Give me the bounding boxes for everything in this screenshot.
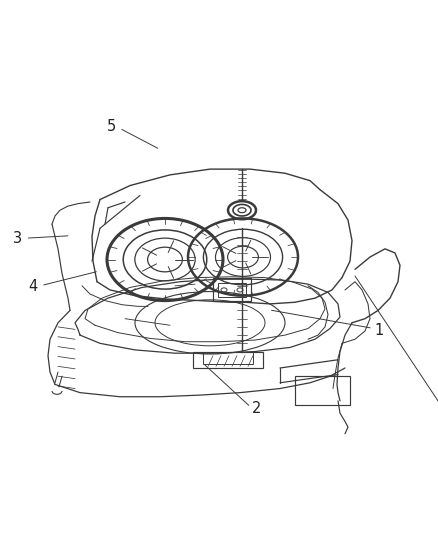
Bar: [213, 278, 251, 302]
Text: 2: 2: [251, 401, 261, 416]
Text: 5: 5: [107, 119, 117, 134]
Text: 1: 1: [374, 322, 384, 337]
Bar: [193, 352, 263, 368]
Bar: [203, 352, 253, 364]
Bar: [295, 376, 350, 405]
Bar: [218, 282, 246, 297]
Text: 3: 3: [13, 231, 22, 246]
Text: 4: 4: [28, 279, 38, 294]
